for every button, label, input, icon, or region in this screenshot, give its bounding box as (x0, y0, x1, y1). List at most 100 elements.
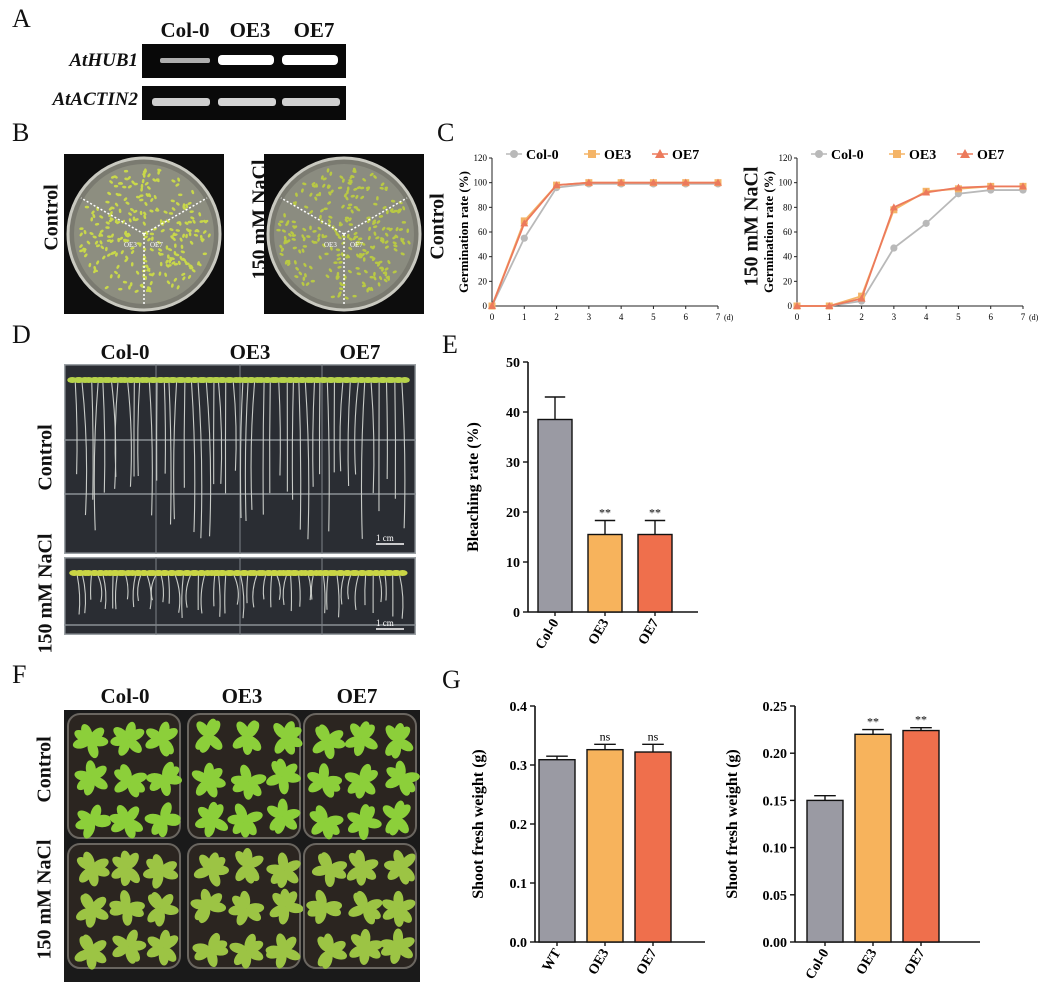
seedling (149, 232, 155, 236)
seedling (151, 236, 154, 241)
x-tick-label: 2 (859, 312, 864, 322)
y-axis-label: Bleaching rate (%) (465, 422, 482, 552)
y-tick-label: 50 (506, 356, 520, 371)
seedling (330, 295, 336, 299)
rosette-leaf (283, 948, 301, 961)
rosette-leaf (120, 890, 131, 908)
seedling (341, 204, 345, 209)
rosette-leaf (344, 772, 363, 784)
data-point (552, 181, 561, 189)
rosette-leaf (210, 856, 226, 871)
seedling (153, 195, 157, 200)
root (160, 574, 165, 603)
seedling (157, 170, 160, 175)
seedling (158, 248, 163, 252)
root (304, 381, 310, 540)
seedling (90, 217, 94, 222)
seedling (177, 260, 181, 266)
seedling (105, 200, 110, 204)
seedling (337, 293, 341, 298)
seedling (198, 212, 202, 217)
seedling (347, 269, 352, 274)
seedling (397, 210, 401, 214)
rosette-leaf (282, 809, 301, 820)
seedling (356, 272, 361, 276)
rosette-leaf (246, 721, 260, 738)
rosette-leaf (144, 813, 163, 824)
seedling (303, 262, 307, 267)
seedling (104, 285, 109, 290)
rosette-leaf (329, 861, 348, 872)
rosette-leaf (160, 861, 177, 874)
seedling (135, 270, 140, 275)
seedling (176, 221, 181, 225)
root (378, 574, 383, 603)
seedling (373, 276, 377, 281)
seedling (189, 266, 194, 270)
seedling (173, 277, 178, 282)
rosette-leaf (127, 901, 145, 912)
y-tick-label: 0.20 (763, 747, 788, 762)
rosette-leaf (360, 724, 375, 740)
data-point (617, 178, 626, 186)
seedling (402, 206, 406, 211)
seedling (139, 194, 144, 198)
roots-scale-bar-control: 1 cm (376, 533, 394, 543)
seedling (342, 178, 345, 183)
data-point (986, 182, 995, 190)
seedling (88, 262, 92, 268)
seedling (170, 199, 175, 203)
root (282, 574, 288, 605)
seedling (175, 229, 180, 232)
rosette-leaf (356, 890, 368, 909)
x-tick-label: 0 (795, 312, 800, 322)
rosette-leaf (89, 727, 105, 742)
root (76, 574, 81, 615)
plate-row-control: Control (40, 184, 63, 251)
root (183, 381, 186, 488)
seedling (200, 238, 205, 241)
seedling (291, 220, 296, 224)
seedling (362, 248, 367, 252)
seedling (79, 227, 84, 231)
seedling (109, 180, 113, 184)
root (181, 574, 184, 618)
rosette-leaf (207, 767, 223, 782)
rosette-photo-grid (64, 710, 420, 982)
bar-oe3 (587, 533, 623, 613)
seedling (105, 221, 110, 225)
seedling (189, 210, 194, 213)
seedling (127, 185, 132, 189)
seedling (335, 248, 341, 252)
leaf (399, 377, 410, 383)
seedling (174, 243, 177, 248)
seedling (327, 219, 332, 224)
panel-letter-f: F (12, 660, 27, 689)
x-tick-label: Col-0 (533, 617, 562, 653)
seedling (122, 185, 127, 189)
seedling (346, 190, 349, 195)
x-tick-label: 2 (554, 312, 559, 322)
seedling (357, 237, 363, 241)
rosette-leaf (92, 858, 109, 871)
rosette-leaf (234, 803, 248, 821)
seedling (348, 246, 353, 251)
seedling (128, 212, 132, 216)
root (102, 574, 107, 610)
root (114, 381, 119, 477)
seedling (375, 236, 380, 240)
seedling (175, 183, 180, 187)
root (385, 381, 388, 480)
data-point (857, 294, 866, 302)
seedling (292, 225, 297, 229)
seedling (114, 270, 118, 275)
seedling (381, 226, 386, 231)
seedling (283, 213, 286, 218)
seedling (339, 221, 342, 227)
seedling (368, 226, 371, 232)
root (244, 381, 249, 522)
seedling (400, 252, 405, 256)
rosette-leaf (162, 813, 181, 824)
seedling (320, 175, 324, 180)
seedling (386, 209, 389, 215)
